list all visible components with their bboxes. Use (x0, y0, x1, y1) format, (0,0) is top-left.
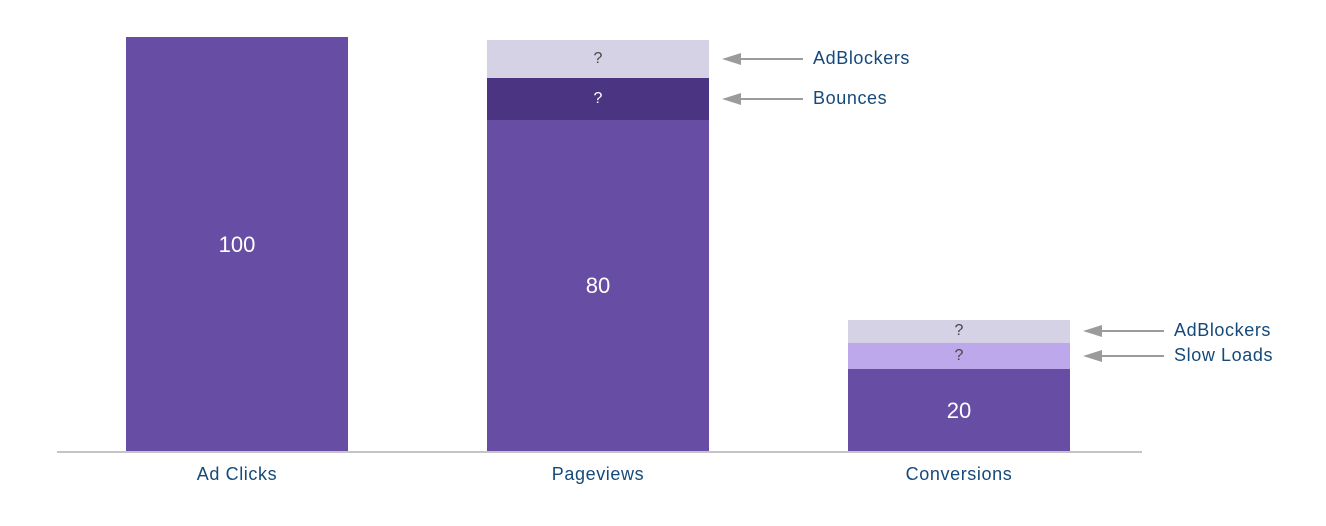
x-axis-label-conversions: Conversions (905, 464, 1013, 484)
bar-segment-ad-clicks: 100 (126, 37, 348, 452)
arrow-left-icon (1083, 325, 1102, 338)
bar-segment-adblockers: ? (487, 39, 709, 79)
segment-value-label: ? (593, 90, 603, 108)
segment-value-label: 80 (585, 273, 611, 298)
segment-value-label: 100 (218, 231, 256, 257)
segment-value-label: ? (593, 49, 603, 67)
segment-value-label: 20 (946, 397, 972, 423)
bar-segment-slow-loads: ? (848, 342, 1070, 369)
annotation-label-slow-loads: Slow Loads (1174, 344, 1274, 365)
annotation-arrow-line (741, 98, 803, 100)
x-axis-line (57, 451, 1142, 453)
arrow-left-icon (1083, 349, 1102, 362)
annotation-arrow-line (741, 58, 803, 60)
annotation-arrow-line (1102, 354, 1164, 357)
bar-segment-pageviews: 80 (487, 120, 709, 452)
arrow-left-icon (722, 53, 741, 65)
segment-value-label: ? (954, 346, 964, 364)
annotation-label-adblockers: AdBlockers (813, 48, 911, 69)
bar-segment-conversions: 20 (848, 369, 1070, 452)
annotation-arrow-line (1102, 330, 1164, 333)
x-axis-label-ad-clicks: Ad Clicks (196, 464, 278, 484)
bar-segment-bounces: ? (487, 78, 709, 120)
arrow-left-icon (722, 93, 741, 105)
x-axis-label-pageviews: Pageviews (551, 464, 645, 484)
bar-segment-adblockers: ? (848, 320, 1070, 343)
annotation-label-adblockers: AdBlockers (1174, 320, 1272, 341)
segment-value-label: ? (954, 322, 964, 340)
annotation-label-bounces: Bounces (813, 88, 888, 109)
